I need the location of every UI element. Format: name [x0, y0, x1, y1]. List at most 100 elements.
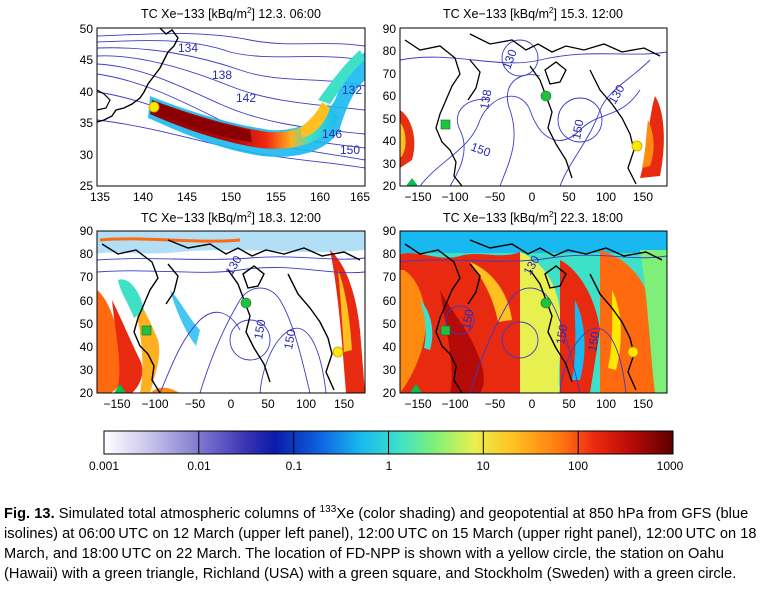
y-tick: 70	[383, 270, 397, 284]
x-tick: 155	[266, 190, 286, 204]
caption-text-rest: Xe (color shading) and geopotential at 8…	[4, 506, 757, 582]
isoline-label: 150	[569, 118, 586, 140]
y-tick: 90	[80, 224, 94, 238]
y-tick: 80	[383, 247, 397, 261]
x-tick: 100	[596, 397, 616, 411]
panel-3-title: TC Xe−133 [kBq/m2] 18.3. 12:00	[141, 210, 321, 225]
x-tick: 150	[334, 397, 354, 411]
x-tick: 0	[529, 190, 536, 204]
y-tick: 60	[383, 294, 397, 308]
isoline-label: 150	[251, 318, 268, 340]
x-tick: −150	[404, 190, 431, 204]
caption-text-start: Simulated total atmospheric columns of	[58, 506, 316, 522]
y-tick: 80	[383, 44, 397, 58]
colorbar-labels: 0.001 0.01 0.1 1 10 100 1000	[89, 459, 684, 473]
panel-1-x-ticks: 135 140 145 150 155 160 165	[90, 190, 370, 204]
y-tick: 40	[80, 85, 94, 99]
colorbar-label: 100	[568, 459, 588, 473]
colorbar-label: 1000	[657, 459, 684, 473]
isoline-label: 138	[477, 88, 494, 110]
panel-1-plume	[148, 50, 365, 157]
panel-2-y-ticks: 20 30 40 50 60 70 80 90	[383, 22, 397, 193]
panel-3-isolines	[97, 256, 365, 393]
x-tick: 145	[177, 190, 197, 204]
panel-2-coastlines	[404, 33, 661, 186]
y-tick: 40	[80, 340, 94, 354]
y-tick: 90	[383, 22, 397, 36]
x-tick: 160	[310, 190, 330, 204]
x-tick: −50	[485, 190, 506, 204]
isoline-label: 146	[322, 127, 342, 141]
isoline-label: 150	[585, 330, 602, 352]
panel-2: TC Xe−133 [kBq/m2] 15.3. 12:00	[383, 6, 668, 204]
x-tick: −50	[185, 397, 206, 411]
y-tick: 80	[80, 247, 94, 261]
panel-2-isolines	[400, 39, 667, 186]
panel-4-isolines	[400, 254, 667, 393]
colorbar-label: 0.001	[89, 459, 119, 473]
panel-3: TC Xe−133 [kBq/m2] 18.3. 12:00	[80, 210, 366, 411]
isoline-label: 142	[236, 91, 256, 105]
y-tick: 25	[80, 179, 94, 193]
y-tick: 20	[383, 386, 397, 400]
x-tick: −150	[404, 397, 431, 411]
y-tick: 30	[383, 363, 397, 377]
x-tick: 100	[296, 397, 316, 411]
panel-2-x-ticks: −150 −100 −50 0 50 100 150	[404, 190, 653, 204]
x-tick: 50	[562, 190, 576, 204]
panel-1-title: TC Xe−133 [kBq/m2] 12.3. 06:00	[141, 6, 321, 21]
panel-1: TC Xe−133 [kBq/m2] 12.3. 06:00	[80, 6, 371, 204]
panel-3-y-ticks: 20 30 40 50 60 70 80 90	[80, 224, 94, 400]
panel-3-x-ticks: −150 −100 −50 0 50 100 150	[103, 397, 354, 411]
colorbar-label: 10	[476, 459, 490, 473]
x-tick: −100	[441, 397, 468, 411]
x-tick: 150	[633, 397, 653, 411]
y-tick: 50	[383, 317, 397, 331]
panel-4: TC Xe−133 [kBq/m2] 22.3. 18:00	[383, 210, 668, 411]
x-tick: 50	[261, 397, 275, 411]
x-tick: −100	[441, 190, 468, 204]
figure-label: Fig. 13.	[4, 506, 55, 522]
x-tick: 50	[562, 397, 576, 411]
y-tick: 90	[383, 224, 397, 238]
panel-4-y-ticks: 20 30 40 50 60 70 80 90	[383, 224, 397, 400]
colorbar-label: 0.01	[187, 459, 211, 473]
y-tick: 45	[80, 53, 94, 67]
isoline-label: 138	[212, 68, 232, 82]
y-tick: 50	[80, 317, 94, 331]
isoline-label: 150	[553, 323, 570, 345]
y-tick: 70	[383, 67, 397, 81]
y-tick: 50	[80, 22, 94, 36]
y-tick: 60	[80, 294, 94, 308]
x-tick: −50	[485, 397, 506, 411]
isoline-label: 150	[459, 308, 476, 330]
y-tick: 35	[80, 116, 94, 130]
isoline-label: 134	[178, 41, 198, 55]
panel-3-frame	[96, 230, 366, 394]
panel-4-title: TC Xe−133 [kBq/m2] 22.3. 18:00	[443, 210, 623, 225]
y-tick: 50	[383, 112, 397, 126]
isoline-label: 150	[469, 140, 493, 160]
panel-3-coastlines	[101, 239, 361, 393]
panel-4-frame	[399, 230, 668, 394]
panel-4-x-ticks: −150 −100 −50 0 50 100 150	[404, 397, 653, 411]
fd-npp-marker	[148, 101, 160, 113]
x-tick: 150	[221, 190, 241, 204]
colorbar: 0.001 0.01 0.1 1 10 100 1000	[89, 430, 684, 473]
y-tick: 60	[383, 89, 397, 103]
x-tick: −150	[103, 397, 130, 411]
isoline-label: 130	[500, 47, 520, 71]
panel-1-coastline	[97, 28, 179, 123]
y-tick: 30	[80, 148, 94, 162]
panel-2-frame	[399, 27, 668, 187]
panel-4-map: 130 150 150 150	[400, 231, 667, 393]
panel-2-map: 130 138 150 150 130	[400, 28, 667, 186]
x-tick: 150	[633, 190, 653, 204]
y-tick: 30	[80, 363, 94, 377]
panel-3-map: 130 150 150	[97, 231, 365, 393]
y-tick: 40	[383, 134, 397, 148]
x-tick: 0	[228, 397, 235, 411]
panel-1-map: 134 138 142 146 150 132	[97, 28, 365, 186]
panel-2-title: TC Xe−133 [kBq/m2] 15.3. 12:00	[443, 6, 623, 21]
x-tick: 140	[133, 190, 153, 204]
